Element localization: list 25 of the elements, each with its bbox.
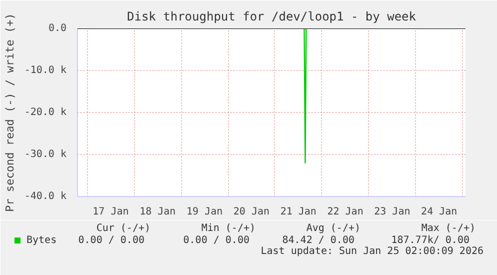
y-tick-label: -10.0 k — [24, 65, 67, 76]
text: Max (-/+) — [421, 223, 476, 234]
y-axis-title: Pr second read (-) / write (+) — [3, 13, 16, 212]
text: Cur (-/+) — [96, 223, 151, 234]
text: 0.00 / 0.00 — [183, 235, 250, 246]
x-tick-label: 23 Jan — [374, 206, 410, 218]
text: 187.77k/ 0.00 — [391, 235, 470, 246]
y-tick-label: -40.0 k — [24, 191, 67, 202]
x-tick-label: 18 Jan — [140, 206, 176, 218]
x-tick-label: 17 Jan — [92, 206, 129, 218]
x-tick-label: 22 Jan — [327, 206, 364, 218]
text: 0.00 / 0.00 — [78, 235, 144, 246]
y-tick-label: -30.0 k — [24, 149, 67, 160]
y-tick-label: 0.0 — [48, 23, 66, 34]
x-tick-label: 21 Jan — [280, 206, 316, 218]
x-tick-label: 19 Jan — [186, 206, 223, 218]
chart-title: Disk throughput for /dev/loop1 - by week — [127, 10, 417, 24]
legend-label: Bytes — [26, 235, 57, 246]
text: Min (-/+) — [201, 223, 256, 234]
y-tick-label: -20.0 k — [24, 107, 67, 118]
x-tick-label: 24 Jan — [421, 206, 458, 218]
text: Avg (-/+) — [306, 223, 361, 234]
text: Last update: Sun Jan 25 02:00:09 2026 — [260, 246, 484, 257]
text: 84.42 / 0.00 — [282, 235, 354, 246]
x-tick-label: 20 Jan — [233, 206, 270, 218]
